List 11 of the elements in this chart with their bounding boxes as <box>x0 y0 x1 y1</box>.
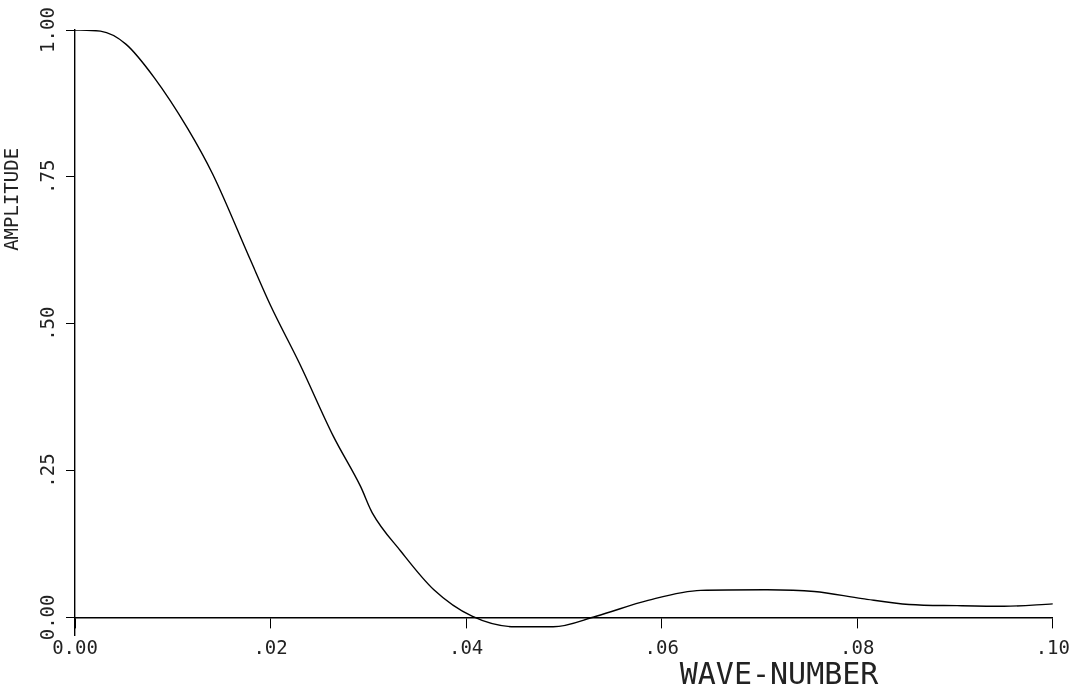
x-tick-label: .10 <box>1035 635 1071 658</box>
x-axis-title: WAVE-NUMBER <box>679 655 880 691</box>
x-tick-label: .04 <box>448 635 484 658</box>
x-tick-label: .02 <box>253 635 288 658</box>
x-tick-label: .06 <box>644 635 679 658</box>
y-tick-label: .50 <box>36 306 59 341</box>
y-axis-title: AMPLITUDE <box>0 147 23 251</box>
x-tick-label: .08 <box>840 635 875 658</box>
y-tick-label: 1.00 <box>36 7 59 53</box>
y-tick-label: .25 <box>36 453 59 488</box>
y-tick-label: .75 <box>36 159 59 195</box>
